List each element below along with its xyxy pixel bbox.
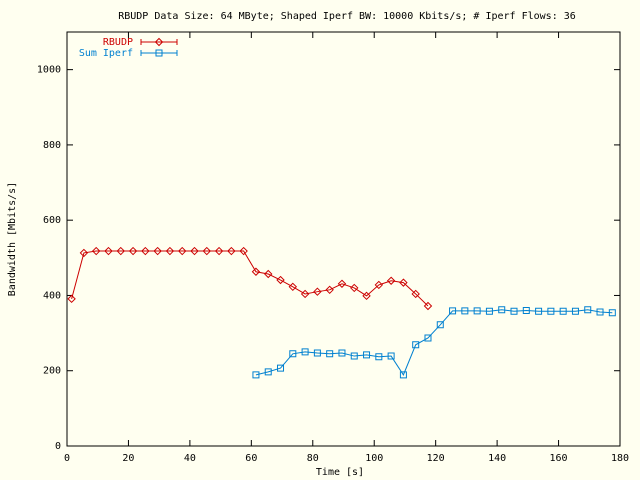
marker [596,308,604,316]
marker [350,283,359,293]
marker [165,246,175,256]
marker [264,269,273,279]
legend-label: Sum Iperf [79,48,133,59]
marker [387,352,395,360]
marker [411,289,420,299]
marker [608,309,616,317]
marker [522,307,530,315]
marker [386,276,396,285]
marker [326,350,334,358]
marker [362,291,371,301]
marker [301,348,309,356]
marker [277,364,285,372]
marker [363,351,371,359]
marker [313,349,321,357]
marker [498,306,506,314]
marker [424,334,432,342]
legend-marker [154,37,164,47]
x-axis-label: Time [s] [316,467,364,478]
marker [571,307,579,315]
marker [116,246,125,256]
x-tick-label: 40 [184,453,196,464]
y-tick-label: 800 [43,140,61,151]
marker [473,307,481,315]
x-tick-label: 60 [245,453,257,464]
marker [128,246,138,256]
marker [374,280,384,290]
marker [178,246,187,256]
marker [300,289,310,299]
marker [276,275,285,285]
marker [535,307,543,315]
chart-title: RBUDP Data Size: 64 MByte; Shaped Iperf … [118,11,576,22]
marker [337,279,347,288]
marker [338,349,346,357]
marker [104,246,113,256]
x-tick-label: 180 [611,453,629,464]
marker [423,301,433,311]
legend-label: RBUDP [103,37,133,48]
marker [214,246,224,256]
marker [461,307,469,315]
legend-marker [155,49,163,57]
marker [350,352,358,360]
marker [399,278,408,287]
marker [325,285,334,295]
marker [289,350,297,358]
marker [547,307,555,315]
y-tick-label: 1000 [37,65,61,76]
marker [313,287,322,296]
marker [141,246,150,256]
x-tick-label: 80 [307,453,319,464]
y-axis-label: Bandwidth [Mbits/s] [7,182,18,296]
series-line [71,250,429,307]
x-tick-label: 140 [488,453,506,464]
marker [399,371,407,379]
series-line [255,309,613,376]
y-tick-label: 600 [43,215,61,226]
y-tick-label: 0 [55,441,61,452]
marker [227,246,236,256]
marker [91,246,101,256]
marker [190,246,199,256]
marker [153,246,162,256]
marker [67,294,76,304]
marker [288,282,298,292]
y-tick-label: 400 [43,290,61,301]
marker [251,267,261,276]
marker [559,307,567,315]
marker [79,248,89,258]
x-tick-label: 120 [427,453,445,464]
marker [375,353,383,361]
y-tick-label: 200 [43,366,61,377]
x-tick-label: 100 [365,453,383,464]
marker [584,306,592,314]
x-tick-label: 20 [122,453,134,464]
marker [412,341,420,349]
marker [449,307,457,315]
marker [202,246,211,256]
marker [239,246,248,256]
marker [264,368,272,376]
plot-frame [66,31,621,447]
marker [510,307,518,315]
x-tick-label: 160 [550,453,568,464]
marker [436,321,444,329]
marker [252,371,260,379]
x-tick-label: 0 [64,453,70,464]
marker [485,307,493,315]
